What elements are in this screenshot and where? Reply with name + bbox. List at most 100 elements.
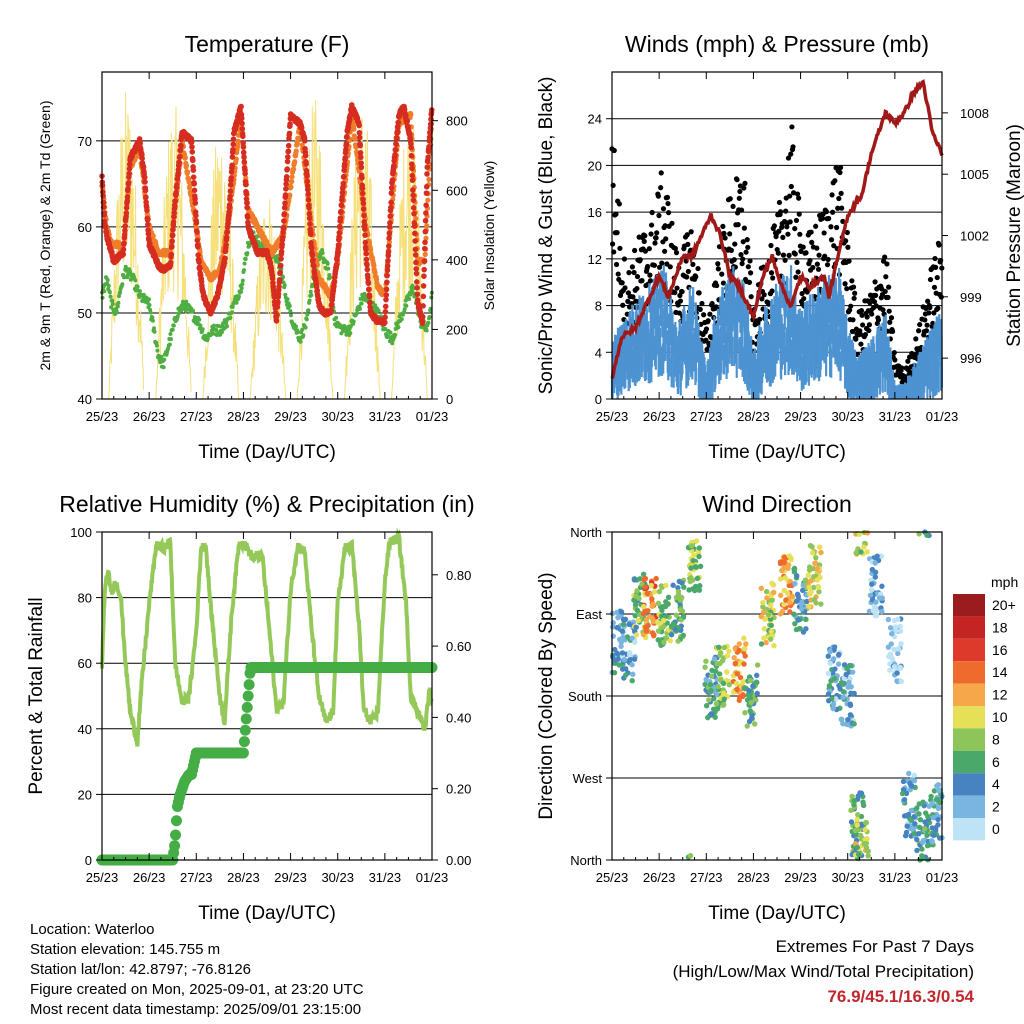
- temperature-2m-point: [279, 241, 285, 248]
- temperature-2m-point: [328, 301, 335, 308]
- winds-gust-point: [715, 261, 721, 267]
- winds-gust-point: [836, 195, 842, 202]
- temperature-2m-point: [391, 162, 397, 169]
- temperature-2m-point: [175, 167, 182, 173]
- temperature-dewpoint-point: [141, 292, 146, 297]
- temperature-2m-point: [421, 258, 428, 264]
- temperature-dewpoint-point: [150, 315, 155, 320]
- winds-gust-point: [838, 190, 844, 196]
- temperature-2m-point: [342, 154, 349, 161]
- temperature-dewpoint-point: [283, 292, 288, 297]
- humidity-xtick-label: 29/23: [274, 870, 307, 885]
- temperature-2m-point: [386, 243, 392, 249]
- temperature-9m-point: [371, 263, 377, 269]
- temperature-2m-point: [414, 284, 420, 291]
- winds-gust-point: [829, 192, 835, 198]
- winds-xtick-label: 26/23: [643, 409, 676, 424]
- temperature-2m-point: [411, 223, 418, 229]
- temperature-2m-point: [404, 118, 411, 125]
- temperature-2m-point: [421, 273, 427, 279]
- winds-ylabel: Sonic/Prop Wind & Gust (Blue, Black): [536, 77, 557, 395]
- temperature-ylabel: 2m & 9m T (Red, Orange) & 2m Td (Green): [37, 101, 53, 371]
- humidity-xtick-label: 31/23: [369, 870, 402, 885]
- winds-gust-point: [639, 278, 645, 284]
- temperature-dewpoint-point: [308, 289, 313, 294]
- winds-gust-point: [790, 144, 796, 150]
- winds-gust-point: [674, 285, 680, 291]
- temperature-2m-point: [413, 259, 419, 266]
- temperature-2m-point: [298, 124, 305, 131]
- temperature-solar-line: [296, 100, 334, 400]
- temperature-2m-point: [420, 283, 427, 289]
- winds-y2label: Station Pressure (Maroon): [1004, 124, 1024, 347]
- temperature-2m-point: [197, 265, 203, 272]
- temperature-dewpoint-point: [219, 330, 224, 335]
- winds-gust-point: [815, 266, 822, 272]
- temperature-9m-point: [235, 138, 241, 144]
- temperature-2m-point: [244, 200, 250, 206]
- temperature-9m-point: [289, 178, 295, 185]
- temperature-dewpoint-point: [239, 286, 244, 291]
- temperature-2m-point: [283, 181, 289, 187]
- humidity-ytick-label: 20: [78, 787, 92, 802]
- winds-ytick-label: 20: [588, 158, 602, 173]
- temperature-2m-point: [190, 174, 197, 180]
- temperature-2m-point: [221, 260, 228, 266]
- temperature-2m-point: [275, 291, 282, 297]
- winds-gust-point: [709, 300, 715, 307]
- temperature-2m-point: [392, 147, 399, 153]
- temperature-2m-point: [273, 318, 280, 324]
- temperature-dewpoint-point: [239, 289, 244, 294]
- direction-chart: Wind Direction Time (Day/UTC) Direction (C…: [536, 491, 1018, 924]
- temperature-2m-point: [409, 165, 415, 172]
- temperature-dewpoint-point: [230, 310, 235, 315]
- temperature-2m-point: [308, 245, 315, 251]
- winds-gust-point: [848, 303, 854, 309]
- temperature-2m-point: [124, 194, 131, 200]
- winds-gust-point: [786, 252, 792, 258]
- temperature-dewpoint-point: [359, 301, 364, 306]
- temperature-2m-point: [170, 226, 176, 233]
- temperature-dewpoint-point: [102, 289, 107, 294]
- winds-gust-point: [705, 318, 711, 324]
- winds-gust-point: [776, 199, 783, 206]
- winds-gust-point: [654, 230, 660, 236]
- temperature-2m-point: [423, 210, 429, 216]
- temperature-2m-point: [356, 134, 363, 141]
- temperature-2m-point: [240, 149, 247, 156]
- temperature-2m-point: [420, 293, 427, 300]
- winds-gust-point: [825, 256, 831, 263]
- winds-gust-point: [747, 258, 753, 264]
- winds-ytick-label: 12: [588, 252, 602, 267]
- winds-gust-point: [808, 229, 814, 235]
- temperature-2m-point: [305, 191, 312, 197]
- temperature-9m-point: [289, 174, 295, 180]
- winds-gust-point: [768, 270, 775, 276]
- winds-gust-point: [651, 262, 658, 268]
- winds-gust-point: [826, 215, 832, 222]
- temperature-2m-point: [176, 153, 183, 160]
- temperature-2m-point: [189, 157, 196, 164]
- temperature-2m-point: [422, 217, 429, 224]
- temperature-dewpoint-point: [388, 330, 393, 335]
- temperature-2m-point: [410, 205, 417, 211]
- temperature-2m-point: [269, 275, 276, 282]
- temperature-9m-point: [293, 148, 299, 154]
- temperature-y2tick-label: 600: [446, 183, 468, 198]
- winds-gust-point: [653, 235, 659, 241]
- winds-gust-point: [934, 274, 940, 281]
- winds-xtick-label: 31/23: [879, 409, 912, 424]
- temperature-2m-point: [188, 139, 195, 145]
- temperature-2m-point: [240, 140, 246, 146]
- temperature-2m-point: [366, 293, 373, 300]
- temperature-dewpoint-point: [256, 240, 261, 245]
- temperature-2m-point: [388, 190, 395, 196]
- winds-gust-point: [783, 208, 789, 214]
- temperature-2m-point: [307, 231, 314, 238]
- temperature-2m-point: [242, 181, 249, 188]
- temperature-2m-point: [227, 188, 234, 194]
- winds-gust-point: [770, 275, 776, 281]
- humidity-precip-point: [241, 701, 253, 713]
- winds-gust-point: [795, 269, 801, 275]
